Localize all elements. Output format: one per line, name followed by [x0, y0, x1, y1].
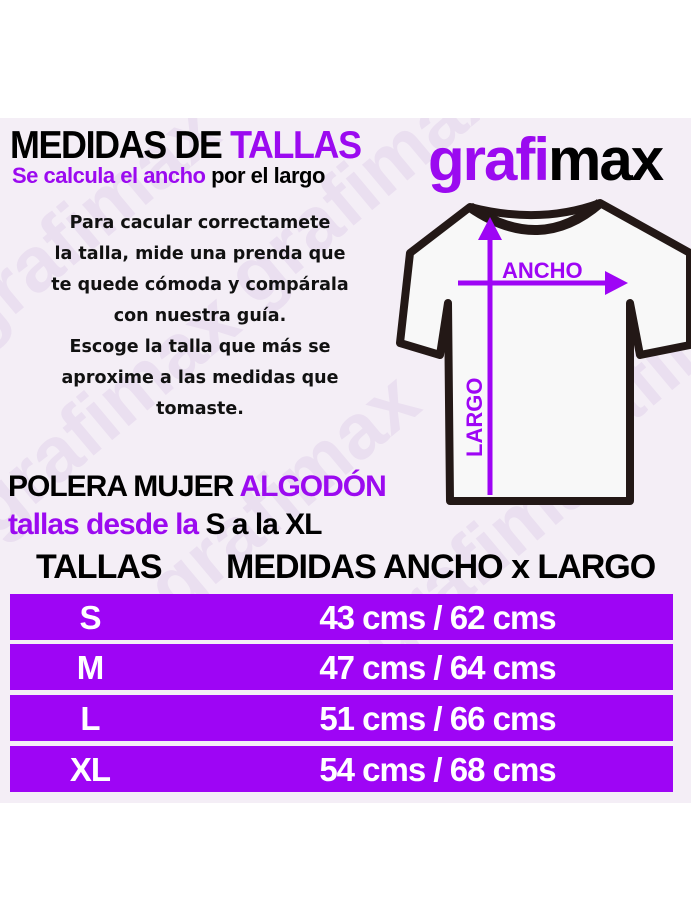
product-name: POLERA MUJER ALGODÓN: [8, 470, 387, 504]
tshirt-diagram: ANCHO LARGO: [396, 199, 691, 505]
size-range-black: S a la XL: [205, 508, 322, 541]
instruction-line: Para cacular correctamete: [69, 213, 331, 233]
measure-cell: 54 cms / 68 cms: [319, 751, 556, 788]
title-black: MEDIDAS DE: [10, 124, 223, 167]
tshirt-collar: [467, 199, 604, 236]
header-tallas: TALLAS: [36, 548, 163, 586]
logo-black: max: [548, 126, 664, 193]
subtitle-black: por el largo: [211, 163, 325, 188]
size-cell: L: [80, 700, 100, 737]
tshirt-outline: [396, 199, 691, 505]
logo: grafimax: [428, 125, 664, 194]
instruction-line: te quede cómoda y compárala: [51, 275, 349, 295]
measure-cell: 43 cms / 62 cms: [319, 599, 556, 636]
measure-cell: 47 cms / 64 cms: [319, 649, 556, 686]
instruction-line: la talla, mide una prenda que: [54, 244, 346, 264]
title-purple: TALLAS: [230, 124, 362, 167]
table-row: M 47 cms / 64 cms: [10, 644, 673, 690]
logo-purple: grafi: [428, 126, 550, 193]
size-cell: XL: [69, 751, 111, 788]
table-row: S 43 cms / 62 cms: [10, 594, 673, 640]
size-range: tallas desde la S a la XL: [8, 508, 323, 542]
page-title: MEDIDAS DE TALLAS: [10, 124, 362, 168]
subtitle-purple: Se calcula el ancho: [12, 163, 206, 188]
size-range-purple: tallas desde la: [8, 508, 199, 541]
instruction-line: Escoge la talla que más se: [69, 337, 331, 357]
measure-cell: 51 cms / 66 cms: [319, 700, 556, 737]
table-row: L 51 cms / 66 cms: [10, 695, 673, 741]
size-cell: M: [76, 649, 105, 686]
product-name-purple: ALGODÓN: [239, 470, 386, 503]
subtitle: Se calcula el ancho por el largo: [12, 163, 325, 189]
header-medidas: MEDIDAS ANCHO x LARGO: [226, 548, 656, 586]
size-cell: S: [79, 599, 101, 636]
largo-label: LARGO: [462, 378, 487, 457]
product-name-black: POLERA MUJER: [8, 470, 234, 503]
ancho-label: ANCHO: [502, 258, 583, 283]
arrow-head-right: [605, 271, 628, 295]
instruction-line: con nuestra guía.: [113, 306, 287, 326]
instruction-line: tomaste.: [156, 399, 244, 419]
arrow-head-up: [478, 217, 502, 240]
instruction-line: aproxime a las medidas que: [61, 368, 339, 388]
instructions: Para cacular correctamete la talla, mide…: [0, 208, 400, 425]
table-row: XL 54 cms / 68 cms: [10, 746, 673, 792]
